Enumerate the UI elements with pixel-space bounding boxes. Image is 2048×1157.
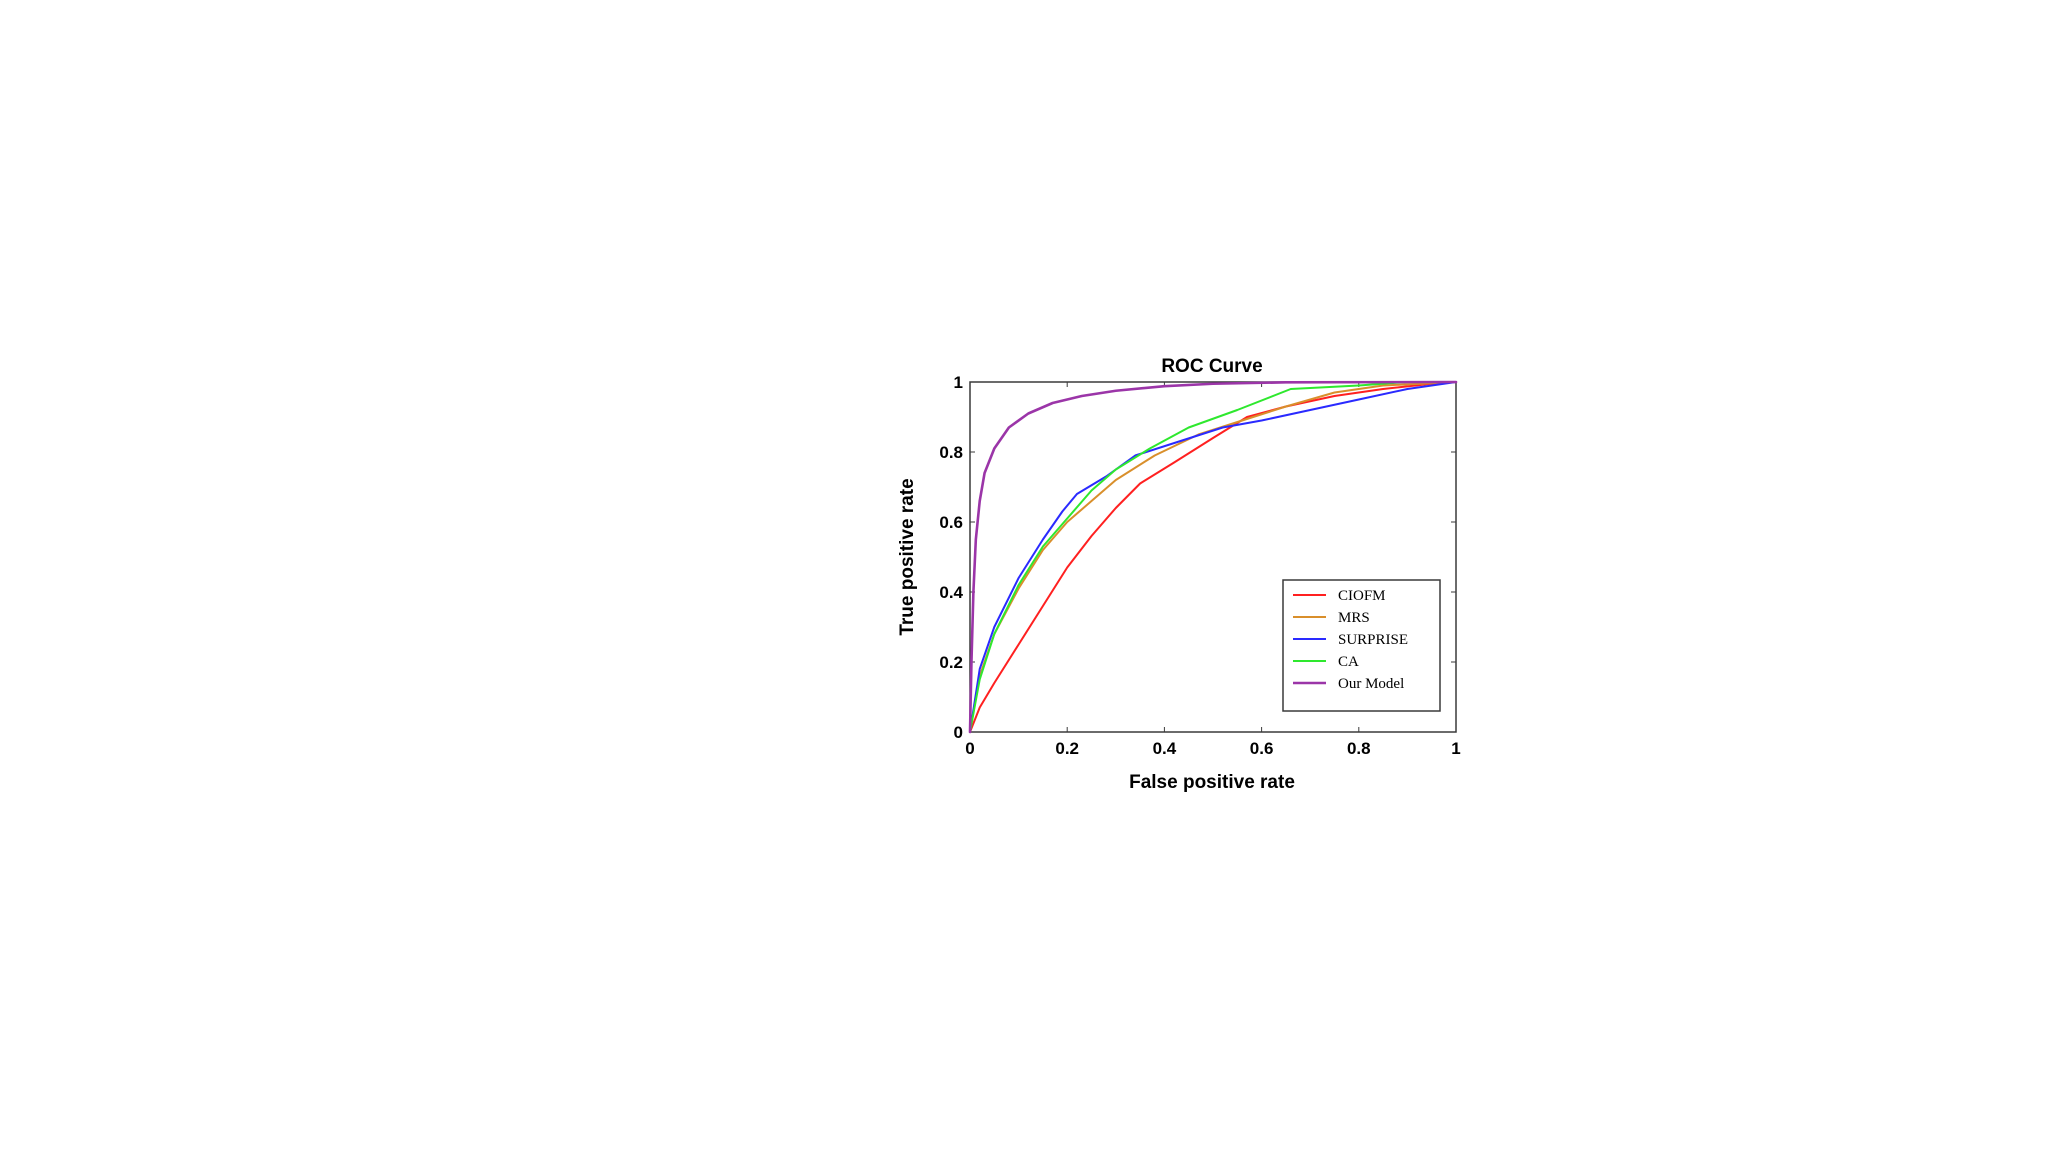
plot-area-frame xyxy=(969,381,1457,733)
axis-ticks: 0 0.2 0.4 0.6 0.8 1 0 0.2 0.4 0.6 0.8 1 xyxy=(939,373,1460,758)
x-tick-label: 0.2 xyxy=(1055,739,1079,758)
y-tick-label: 0.4 xyxy=(939,583,963,602)
legend-label: CA xyxy=(1338,654,1359,670)
legend: CIOFM MRS SURPRISE CA Our Model xyxy=(1282,579,1441,712)
x-tick-label: 0.8 xyxy=(1347,739,1371,758)
series-line-ca xyxy=(969,381,1457,733)
chart-title: ROC Curve xyxy=(1161,356,1262,377)
legend-label: CIOFM xyxy=(1338,588,1386,604)
legend-label: MRS xyxy=(1338,610,1370,626)
y-tick-label: 0.8 xyxy=(939,443,963,462)
x-tick-label: 1 xyxy=(1451,739,1460,758)
legend-box xyxy=(1282,579,1441,712)
legend-label: SURPRISE xyxy=(1338,632,1408,648)
x-axis-label: False positive rate xyxy=(1129,772,1295,793)
y-tick-label: 0.2 xyxy=(939,653,963,672)
data-series xyxy=(968,380,1458,734)
x-tick-label: 0 xyxy=(965,739,974,758)
y-axis-label: True positive rate xyxy=(897,478,918,635)
y-tick-label: 1 xyxy=(954,373,963,392)
y-tick-label: 0 xyxy=(954,723,963,742)
series-line-ciofm xyxy=(969,381,1457,733)
series-line-our-model xyxy=(968,380,1458,734)
legend-label: Our Model xyxy=(1338,676,1404,692)
x-tick-label: 0.6 xyxy=(1250,739,1274,758)
x-tick-label: 0.4 xyxy=(1153,739,1177,758)
y-tick-label: 0.6 xyxy=(939,513,963,532)
